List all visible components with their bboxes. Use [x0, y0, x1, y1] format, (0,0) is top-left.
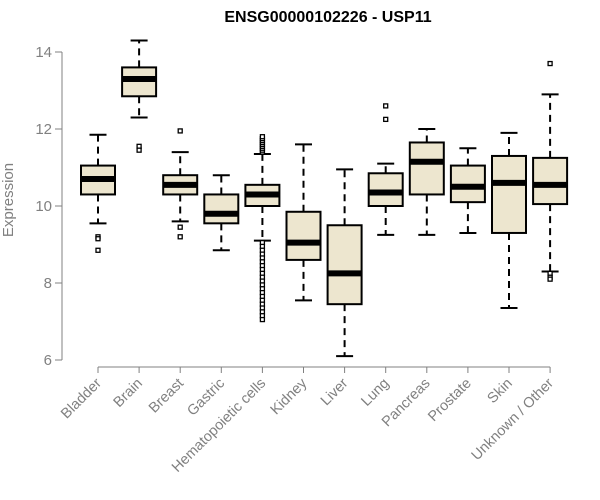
x-tick-label: Lung: [358, 376, 392, 410]
outlier-point: [95, 236, 101, 242]
y-tick-label: 14: [35, 44, 52, 61]
y-tick-label: 8: [44, 275, 52, 292]
iqr-box: [203, 193, 240, 225]
x-tick-label: Brain: [111, 376, 146, 411]
x-tick-label: Bladder: [58, 375, 105, 422]
iqr-box: [491, 154, 527, 234]
outlier-point: [547, 276, 553, 282]
x-tick-label: Skin: [485, 376, 516, 407]
boxes-group: [80, 39, 569, 358]
outlier-point: [177, 224, 183, 230]
iqr-box: [285, 210, 322, 261]
box-bladder: [80, 133, 116, 253]
chart-title: ENSG00000102226 - USP11: [224, 9, 431, 26]
box-unknown-other: [532, 60, 569, 282]
outlier-point: [259, 316, 266, 323]
outlier-point: [177, 234, 183, 240]
x-tick-label: Liver: [318, 375, 352, 409]
outlier-point: [383, 103, 389, 109]
outlier-point: [177, 128, 183, 134]
outlier-point: [136, 147, 142, 153]
y-tick-label: 10: [35, 198, 52, 215]
y-axis: 6 8 10 12 14: [35, 44, 63, 369]
box-kidney: [285, 143, 322, 302]
iqr-box: [408, 141, 445, 196]
box-lung: [367, 103, 404, 236]
box-brain: [121, 39, 158, 153]
box-breast: [162, 128, 199, 240]
outlier-point: [383, 116, 389, 123]
x-tick-label: Kidney: [268, 375, 311, 418]
box-liver: [326, 168, 363, 358]
iqr-box: [532, 156, 569, 206]
box-gastric: [203, 174, 240, 252]
y-tick-label: 12: [35, 121, 52, 138]
y-tick-label: 6: [44, 352, 52, 369]
box-hematopoietic-cells: [244, 134, 281, 323]
box-skin: [491, 131, 527, 310]
box-prostate: [449, 147, 486, 234]
y-axis-title: Expression: [0, 163, 17, 237]
outlier-point: [547, 60, 553, 67]
outlier-point: [95, 247, 101, 253]
box-pancreas: [408, 128, 445, 236]
outlier-point: [259, 134, 266, 140]
iqr-box: [326, 224, 363, 306]
x-tick-label: Prostate: [425, 376, 474, 425]
x-tick-label: Breast: [146, 376, 187, 417]
